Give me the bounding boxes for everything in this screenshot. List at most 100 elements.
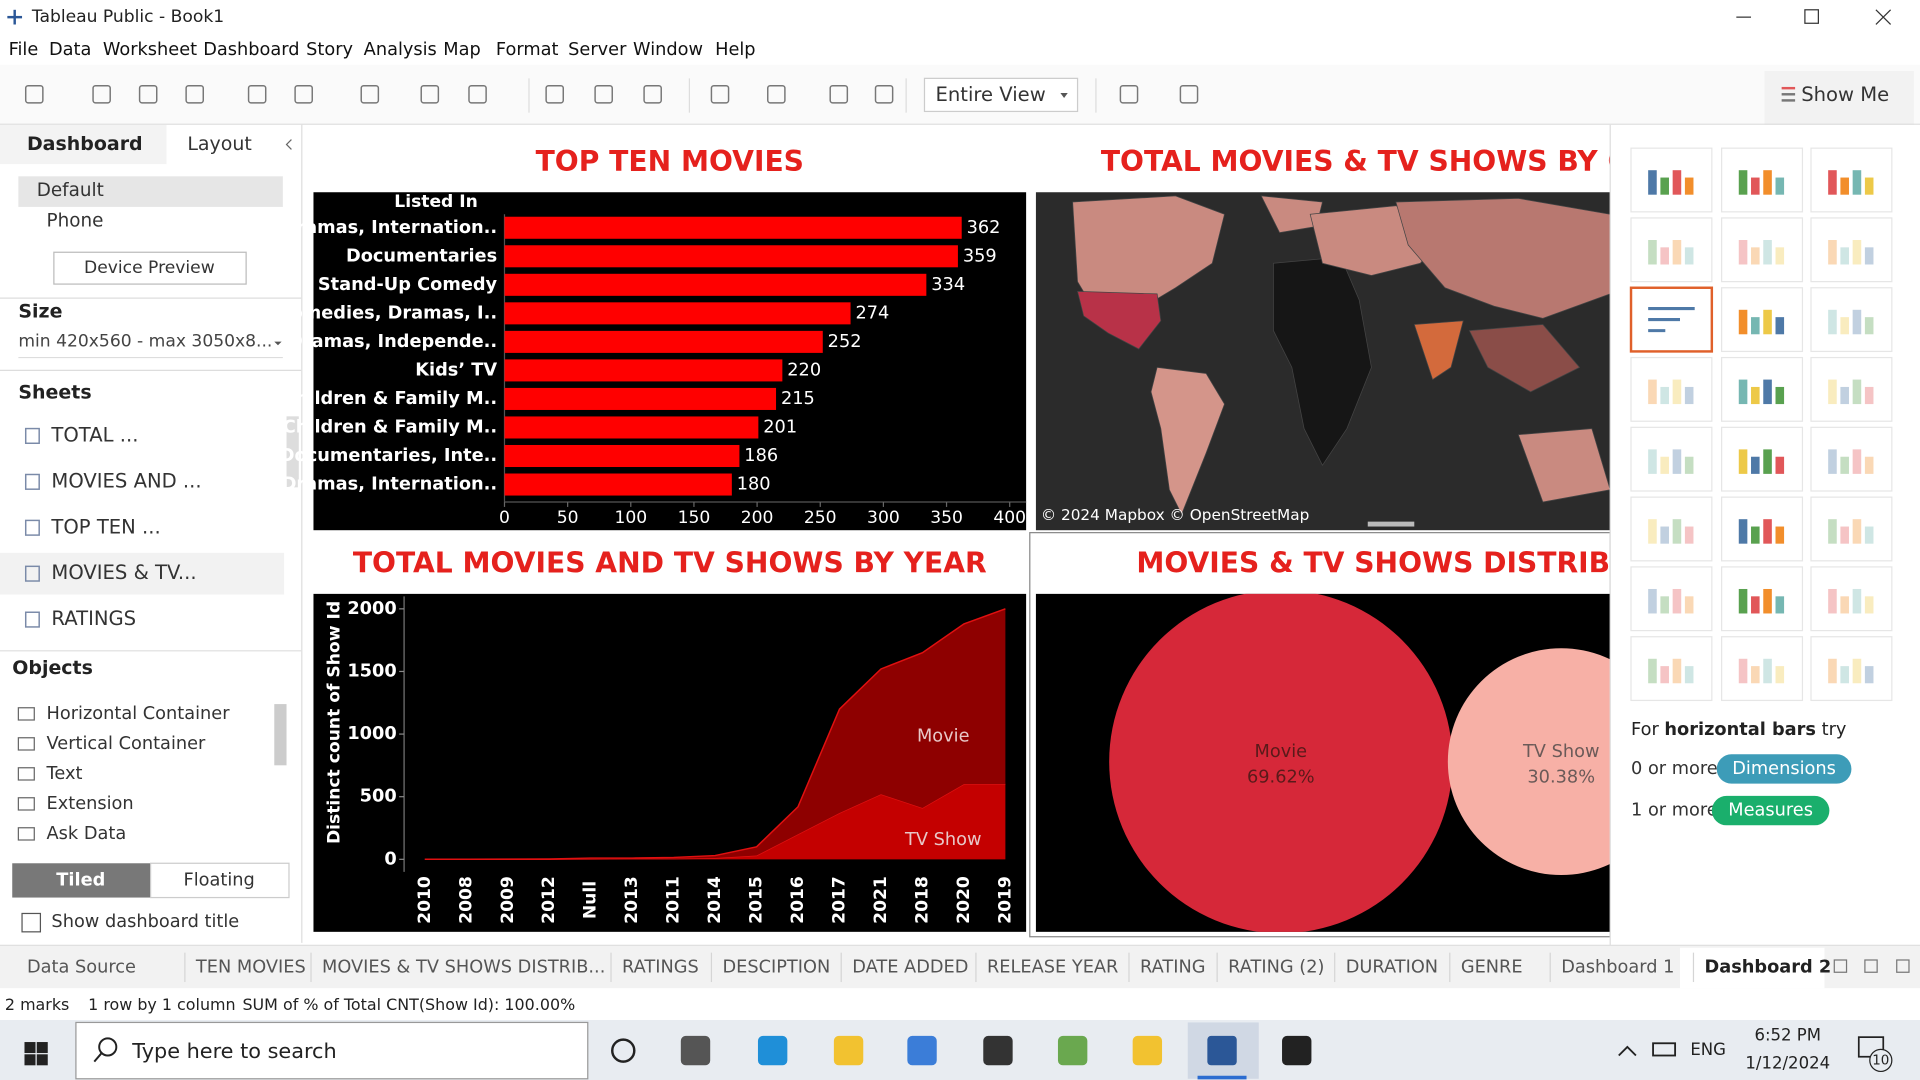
chart-type-thumbnail[interactable] bbox=[1630, 356, 1713, 422]
device-selected[interactable] bbox=[18, 176, 283, 207]
menu-item[interactable]: Help bbox=[715, 40, 755, 60]
maximize-button[interactable] bbox=[1804, 9, 1819, 24]
floating-button[interactable] bbox=[150, 862, 290, 899]
object-item[interactable]: Vertical Container bbox=[47, 734, 207, 754]
chart-type-thumbnail[interactable] bbox=[1810, 426, 1893, 492]
taskbar-app[interactable] bbox=[1282, 1035, 1312, 1066]
chart-type-thumbnail[interactable] bbox=[1721, 217, 1804, 283]
search-box[interactable] bbox=[75, 1021, 589, 1080]
taskbar-app[interactable] bbox=[983, 1035, 1013, 1066]
toolbar-button[interactable] bbox=[829, 84, 849, 104]
tab-action[interactable] bbox=[1864, 959, 1878, 973]
chart-type-thumbnail[interactable] bbox=[1721, 356, 1804, 422]
menu-item[interactable]: Window bbox=[633, 40, 703, 60]
tiled-button[interactable] bbox=[12, 863, 151, 898]
toolbar-button[interactable] bbox=[420, 84, 440, 104]
close-button[interactable] bbox=[1875, 9, 1892, 25]
chart-type-thumbnail[interactable] bbox=[1810, 147, 1893, 213]
tab-active[interactable] bbox=[0, 124, 167, 165]
toolbar-button[interactable] bbox=[643, 84, 662, 104]
chart-type-thumbnail[interactable] bbox=[1630, 566, 1713, 632]
chart-type-thumbnail[interactable] bbox=[1810, 636, 1893, 702]
sheet-item[interactable]: MOVIES AND ... bbox=[51, 469, 201, 492]
taskbar-app[interactable] bbox=[1057, 1035, 1088, 1066]
sheet-tab[interactable]: Data Source bbox=[27, 957, 136, 977]
sheet-tab[interactable]: DURATION bbox=[1346, 957, 1438, 977]
sheet-tab[interactable]: TEN MOVIES bbox=[195, 957, 306, 977]
menu-item[interactable]: Analysis bbox=[364, 40, 437, 60]
device-option[interactable]: Phone bbox=[47, 211, 104, 232]
start-logo[interactable] bbox=[24, 1042, 36, 1054]
chart-type-thumbnail[interactable] bbox=[1721, 566, 1804, 632]
chart-type-thumbnail[interactable] bbox=[1721, 636, 1804, 702]
toolbar-button[interactable] bbox=[874, 84, 894, 104]
device-option[interactable]: Default bbox=[37, 180, 104, 201]
chart-type-thumbnail[interactable] bbox=[1630, 217, 1713, 283]
menu-item[interactable]: Worksheet bbox=[103, 40, 197, 60]
chart-type-thumbnail[interactable] bbox=[1721, 426, 1804, 492]
chart-type-thumbnail[interactable] bbox=[1630, 496, 1713, 562]
tab-action[interactable] bbox=[1896, 959, 1910, 973]
tab-action[interactable] bbox=[1833, 959, 1848, 973]
panel-tab[interactable]: Layout bbox=[187, 133, 251, 155]
toolbar-button[interactable] bbox=[138, 84, 158, 104]
toolbar-button[interactable] bbox=[185, 84, 204, 104]
start-logo[interactable] bbox=[36, 1054, 48, 1066]
menu-item[interactable]: Story bbox=[306, 40, 353, 60]
chart-type-thumbnail[interactable] bbox=[1721, 147, 1804, 213]
chart-type-thumbnail[interactable] bbox=[1630, 147, 1713, 213]
start-logo[interactable] bbox=[36, 1042, 48, 1054]
sheet-tab[interactable]: MOVIES & TV SHOWS DISTRIB... bbox=[322, 957, 605, 977]
menu-item[interactable]: Dashboard bbox=[203, 40, 299, 60]
sheet-tab[interactable]: RELEASE YEAR bbox=[987, 957, 1118, 977]
size-value[interactable]: min 420x560 - max 3050x8... bbox=[18, 332, 272, 352]
fit-dropdown[interactable] bbox=[923, 77, 1079, 113]
object-item[interactable]: Text bbox=[46, 764, 83, 784]
menu-item[interactable]: Server bbox=[568, 40, 627, 60]
toolbar-button[interactable] bbox=[468, 84, 487, 104]
sheet-tab[interactable]: RATING bbox=[1140, 957, 1206, 977]
chart-type-thumbnail[interactable] bbox=[1721, 287, 1804, 353]
taskbar-app[interactable] bbox=[1132, 1035, 1163, 1066]
checkbox[interactable] bbox=[21, 912, 42, 933]
toolbar-button[interactable] bbox=[767, 84, 786, 104]
chart-type-thumbnail[interactable] bbox=[1810, 356, 1893, 422]
toolbar-button[interactable] bbox=[545, 84, 564, 104]
sheet-item[interactable]: RATINGS bbox=[51, 607, 136, 630]
start-logo[interactable] bbox=[24, 1054, 36, 1066]
device-preview-button[interactable] bbox=[53, 251, 247, 285]
sheet-item[interactable]: TOTAL ... bbox=[50, 423, 138, 446]
sheet-tab[interactable]: RATINGS bbox=[622, 957, 699, 977]
menu-item[interactable]: Map bbox=[443, 40, 480, 60]
sheet-item[interactable]: MOVIES & TV... bbox=[51, 561, 196, 584]
object-item[interactable]: Ask Data bbox=[47, 824, 127, 844]
taskbar-app[interactable] bbox=[1207, 1035, 1237, 1066]
sheet-tab[interactable]: DESCIPTION bbox=[722, 957, 830, 977]
chart-type-thumbnail[interactable] bbox=[1630, 636, 1713, 702]
toolbar-button[interactable] bbox=[360, 84, 380, 104]
toolbar-button[interactable] bbox=[247, 84, 267, 104]
toolbar-button[interactable] bbox=[1119, 84, 1139, 104]
menu-item[interactable]: Data bbox=[49, 40, 91, 60]
toolbar-button[interactable] bbox=[594, 84, 613, 104]
sheet-tab[interactable]: Dashboard 2 bbox=[1704, 957, 1831, 977]
panel-tab[interactable]: Dashboard bbox=[27, 133, 143, 155]
sheet-tab[interactable]: GENRE bbox=[1461, 957, 1523, 977]
object-item[interactable]: Horizontal Container bbox=[47, 704, 231, 724]
toolbar-button[interactable] bbox=[24, 84, 44, 104]
sheet-item[interactable]: TOP TEN ... bbox=[50, 515, 160, 538]
toolbar-button[interactable] bbox=[294, 84, 313, 104]
menu-item[interactable]: File bbox=[9, 40, 39, 60]
taskbar-app[interactable] bbox=[757, 1035, 788, 1066]
toolbar-button[interactable] bbox=[1179, 84, 1199, 104]
sheet-tab[interactable]: DATE ADDED bbox=[852, 957, 968, 977]
show-me-button[interactable] bbox=[1764, 71, 1914, 125]
sheet-tab[interactable]: Dashboard 1 bbox=[1561, 957, 1674, 977]
chart-type-thumbnail[interactable] bbox=[1721, 496, 1804, 562]
taskbar-app[interactable] bbox=[833, 1035, 864, 1066]
sheet-tab[interactable]: RATING (2) bbox=[1228, 957, 1324, 977]
object-item[interactable]: Extension bbox=[47, 794, 134, 814]
chart-type-thumbnail[interactable] bbox=[1810, 496, 1893, 562]
chart-type-thumbnail[interactable] bbox=[1810, 566, 1893, 632]
chart-type-thumbnail[interactable] bbox=[1630, 426, 1713, 492]
